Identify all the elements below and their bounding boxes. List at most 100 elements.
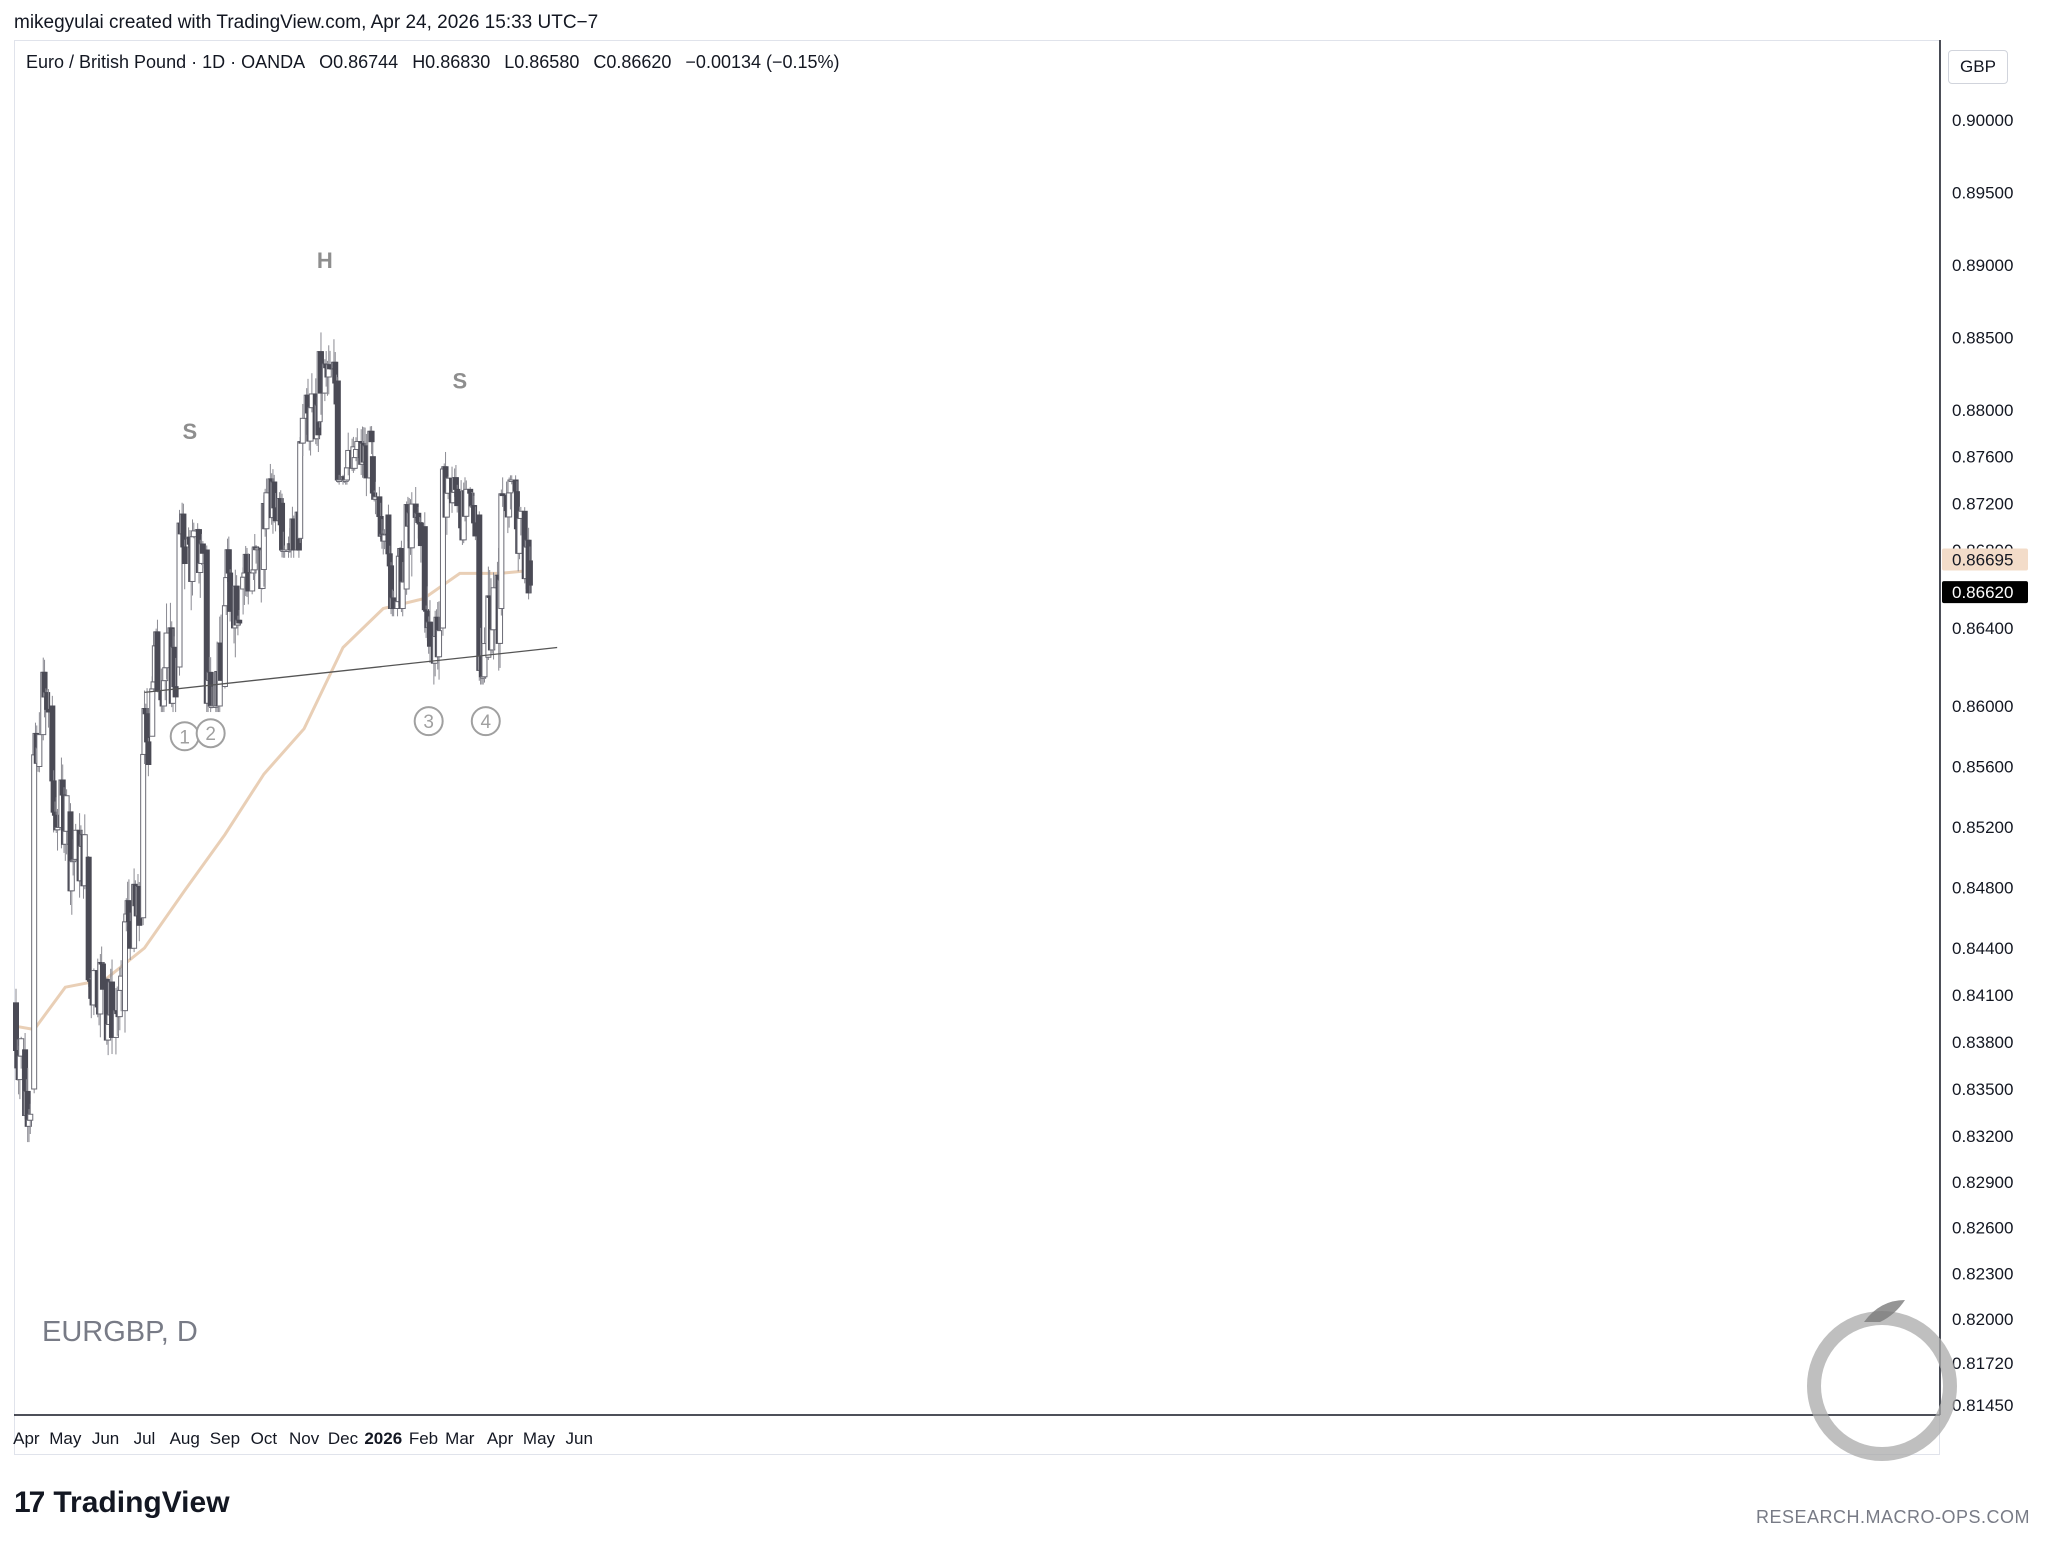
- symbol-watermark: EURGBP, D: [42, 1316, 198, 1348]
- price-tick-label: 0.88500: [1952, 329, 2013, 348]
- price-tick-label: 0.82900: [1952, 1173, 2013, 1192]
- time-tick-label: Apr: [13, 1429, 40, 1448]
- time-tick-label: Nov: [289, 1429, 320, 1448]
- time-tick-label: Jun: [566, 1429, 593, 1448]
- price-tick-label: 0.87200: [1952, 494, 2013, 513]
- svg-text:0.86620: 0.86620: [1952, 583, 2013, 602]
- candle[interactable]: [236, 610, 243, 627]
- price-tick-label: 0.83800: [1952, 1033, 2013, 1052]
- price-tick-label: 0.86400: [1952, 619, 2013, 638]
- candle[interactable]: [297, 436, 304, 543]
- price-tick-label: 0.85600: [1952, 758, 2013, 777]
- price-tick-label: 0.83200: [1952, 1127, 2013, 1146]
- moving-average-layer: [15, 569, 531, 1032]
- price-tick-label: 0.84400: [1952, 939, 2013, 958]
- time-axis-layer: Apr May Jun Jul Aug Sep Oct Nov Dec 2026 Feb Mar Apr…: [13, 1414, 1940, 1448]
- price-tick-label: 0.89000: [1952, 256, 2013, 275]
- close-price-tag: 0.86620: [1942, 581, 2028, 604]
- pattern-label[interactable]: H: [317, 248, 333, 273]
- price-tick-label: 0.83500: [1952, 1080, 2013, 1099]
- brand-name: TradingView: [53, 1486, 230, 1519]
- ouroboros-watermark: [1807, 1300, 1957, 1461]
- annotations-layer: S H S 1 2 3 4 0.86695 0.86620: [144, 248, 2028, 752]
- candle[interactable]: [109, 959, 116, 1055]
- tradingview-brand[interactable]: 17 TradingView: [14, 1486, 230, 1520]
- legend-high: H0.86830: [412, 52, 491, 72]
- legend-change: −0.00134 (−0.15%): [685, 52, 840, 72]
- candle[interactable]: [334, 377, 341, 483]
- price-tick-label: 0.82300: [1952, 1264, 2013, 1283]
- time-tick-label: Sep: [210, 1429, 240, 1448]
- price-tick-label: 0.84100: [1952, 986, 2013, 1005]
- time-tick-label: May: [49, 1429, 82, 1448]
- candle[interactable]: [336, 474, 343, 485]
- candle[interactable]: [499, 477, 506, 507]
- price-tick-label: 0.82600: [1952, 1219, 2013, 1238]
- price-tick-label: 0.81450: [1952, 1396, 2013, 1415]
- candle[interactable]: [498, 489, 505, 616]
- candle[interactable]: [122, 919, 129, 1033]
- time-tick-label: Mar: [445, 1429, 475, 1448]
- numbered-marker[interactable]: [470, 706, 501, 737]
- candle[interactable]: [85, 855, 92, 987]
- svg-text:0.86695: 0.86695: [1952, 550, 2013, 569]
- numbered-marker-label: 4: [480, 712, 491, 733]
- legend-open: O0.86744: [319, 52, 399, 72]
- time-tick-label: Jun: [92, 1429, 119, 1448]
- candle[interactable]: [526, 546, 533, 593]
- legend-close: C0.86620: [593, 52, 672, 72]
- time-tick-label: 2026: [364, 1429, 402, 1448]
- numbered-marker[interactable]: [413, 706, 444, 737]
- price-axis-layer: 0.90000 0.89500 0.89000 0.88500 0.88000 0.876…: [1939, 40, 2013, 1415]
- candle[interactable]: [99, 962, 106, 1012]
- time-tick-label: Dec: [328, 1429, 359, 1448]
- ma-price-tag: 0.86695: [1942, 548, 2028, 571]
- price-tick-label: 0.88000: [1952, 401, 2013, 420]
- candle[interactable]: [199, 541, 206, 569]
- price-tick-label: 0.81720: [1952, 1354, 2013, 1373]
- time-tick-label: May: [523, 1429, 556, 1448]
- candle[interactable]: [299, 403, 306, 456]
- watermark-url: RESEARCH.MACRO-OPS.COM: [1755, 1507, 2030, 1527]
- pattern-label[interactable]: S: [183, 419, 198, 444]
- candle[interactable]: [145, 737, 152, 777]
- numbered-marker[interactable]: [195, 718, 226, 749]
- time-tick-label: Oct: [251, 1429, 278, 1448]
- numbered-marker-label: 2: [205, 724, 216, 745]
- candle[interactable]: [399, 562, 406, 617]
- candles-layer: [13, 332, 533, 1143]
- time-tick-label: Jul: [134, 1429, 156, 1448]
- price-tick-label: 0.85200: [1952, 818, 2013, 837]
- price-tick-label: 0.87600: [1952, 448, 2013, 467]
- moving-average-line: [15, 569, 531, 1032]
- numbered-marker-label: 3: [423, 712, 434, 733]
- candle[interactable]: [31, 748, 38, 1094]
- tradingview-logo-icon: 17: [14, 1486, 45, 1519]
- ohlc-legend: Euro / British Pound · 1D · OANDA O0.8674…: [26, 52, 854, 73]
- currency-selector[interactable]: GBP: [1948, 50, 2008, 84]
- candle[interactable]: [436, 601, 443, 680]
- price-tick-label: 0.82000: [1952, 1310, 2013, 1329]
- pattern-label[interactable]: S: [452, 368, 467, 393]
- candle[interactable]: [18, 1036, 25, 1069]
- candle[interactable]: [54, 808, 61, 851]
- candle[interactable]: [140, 736, 147, 926]
- time-tick-label: Apr: [487, 1429, 514, 1448]
- price-tick-label: 0.86000: [1952, 697, 2013, 716]
- price-tick-label: 0.84800: [1952, 879, 2013, 898]
- candle[interactable]: [426, 600, 433, 663]
- candle[interactable]: [172, 657, 179, 713]
- candle[interactable]: [36, 712, 43, 773]
- created-with-line: mikegyulai created with TradingView.com,…: [14, 12, 599, 33]
- candle[interactable]: [408, 492, 415, 577]
- price-tick-label: 0.90000: [1952, 111, 2013, 130]
- time-tick-label: Aug: [170, 1429, 200, 1448]
- candle[interactable]: [181, 539, 188, 590]
- candle[interactable]: [368, 426, 375, 455]
- price-tick-label: 0.89500: [1952, 184, 2013, 203]
- neckline[interactable]: [144, 646, 558, 693]
- numbered-marker-label: 1: [179, 727, 190, 748]
- candle[interactable]: [27, 1103, 34, 1135]
- time-tick-label: Feb: [409, 1429, 438, 1448]
